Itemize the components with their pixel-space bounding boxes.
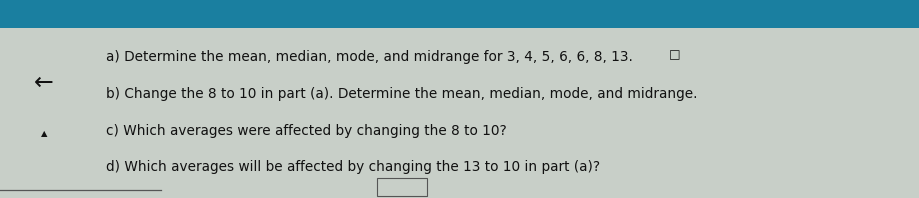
- Text: b) Change the 8 to 10 in part (a). Determine the mean, median, mode, and midrang: b) Change the 8 to 10 in part (a). Deter…: [106, 87, 698, 101]
- Text: a) Determine the mean, median, mode, and midrange for 3, 4, 5, 6, 6, 8, 13.: a) Determine the mean, median, mode, and…: [106, 50, 632, 65]
- Text: □: □: [669, 49, 681, 62]
- Text: d) Which averages will be affected by changing the 13 to 10 in part (a)?: d) Which averages will be affected by ch…: [106, 160, 600, 174]
- FancyBboxPatch shape: [0, 0, 919, 28]
- Text: ←: ←: [34, 71, 54, 95]
- Text: c) Which averages were affected by changing the 8 to 10?: c) Which averages were affected by chang…: [106, 124, 506, 138]
- Text: The mean is the "most sensitive" average because it is affected by any change in: The mean is the "most sensitive" average…: [106, 14, 733, 28]
- Text: ▲: ▲: [40, 129, 48, 138]
- FancyBboxPatch shape: [377, 178, 427, 196]
